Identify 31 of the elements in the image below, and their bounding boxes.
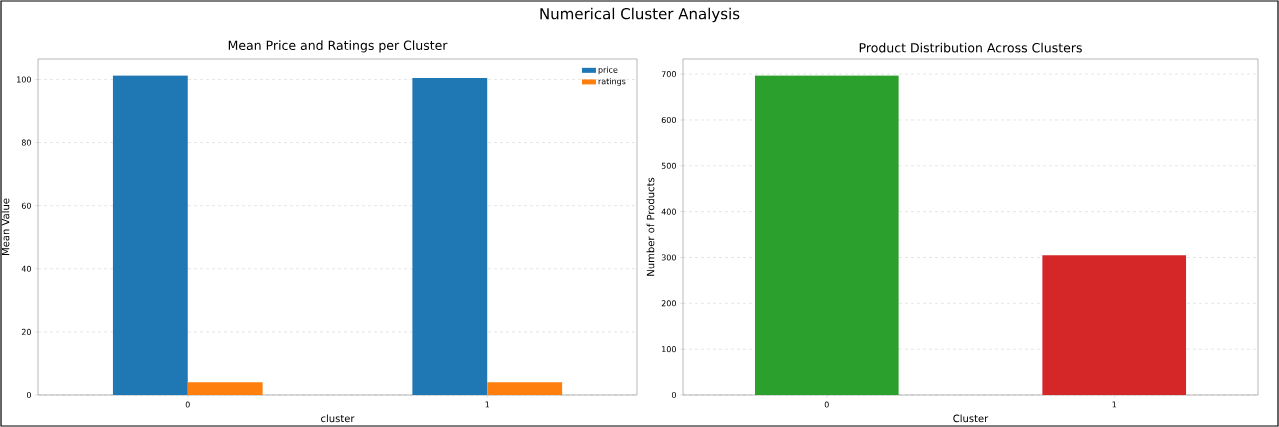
chart-title: Mean Price and Ratings per Cluster xyxy=(228,40,448,53)
legend-label: ratings xyxy=(598,78,626,86)
chart-title: Product Distribution Across Clusters xyxy=(859,42,1082,53)
y-tick-label: 600 xyxy=(661,116,676,123)
y-tick-label: 100 xyxy=(17,76,31,83)
x-axis-title: cluster xyxy=(321,414,355,423)
x-tick-label: 0 xyxy=(185,401,190,408)
y-axis-title: Number of Products xyxy=(646,177,655,276)
y-tick-label: 700 xyxy=(661,71,676,78)
bar xyxy=(187,382,263,395)
bar xyxy=(412,77,488,395)
legend-label: price xyxy=(598,66,618,75)
bar xyxy=(487,382,563,395)
y-tick-label: 0 xyxy=(671,391,676,399)
y-tick-label: 400 xyxy=(661,208,676,215)
y-tick-label: 20 xyxy=(21,328,31,335)
y-tick-label: 60 xyxy=(21,202,31,209)
y-tick-label: 0 xyxy=(26,391,31,399)
bar xyxy=(112,75,188,395)
y-tick-label: 300 xyxy=(661,254,676,261)
y-tick-label: 40 xyxy=(21,265,31,272)
y-tick-label: 200 xyxy=(661,300,676,307)
y-tick-label: 500 xyxy=(661,162,676,169)
y-tick-label: 100 xyxy=(662,346,676,353)
y-axis-title: Mean Value xyxy=(1,198,10,255)
x-tick-label: 1 xyxy=(1112,401,1117,408)
x-axis-title: Cluster xyxy=(953,414,989,423)
text: Numerical Cluster Analysis xyxy=(540,7,740,23)
x-tick-label: 1 xyxy=(485,401,490,408)
y-tick-label: 80 xyxy=(21,139,31,146)
x-tick-label: 0 xyxy=(824,401,829,408)
